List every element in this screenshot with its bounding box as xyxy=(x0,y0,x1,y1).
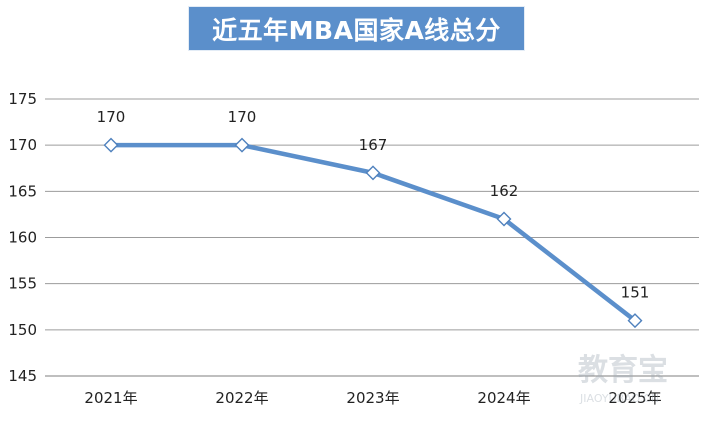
data-point-marker xyxy=(103,137,119,153)
data-label: 170 xyxy=(97,108,126,126)
x-tick-label: 2023年 xyxy=(346,389,399,407)
y-tick-label: 155 xyxy=(8,275,37,293)
y-tick-label: 145 xyxy=(8,367,37,385)
data-label: 162 xyxy=(490,182,519,200)
watermark-text: 教育宝 xyxy=(578,353,668,388)
y-axis-ticks: 145 150 155 160 165 170 175 xyxy=(8,90,37,385)
x-tick-label: 2021年 xyxy=(84,389,137,407)
x-tick-label: 2025年 xyxy=(608,389,661,407)
chart-title-banner: 近五年MBA国家A线总分 xyxy=(189,7,524,50)
y-tick-label: 165 xyxy=(8,182,37,200)
watermark-subtext: JIAOYUBAO.CN xyxy=(579,392,659,405)
y-tick-label: 150 xyxy=(8,321,37,339)
data-point-marker xyxy=(365,165,381,181)
x-tick-label: 2024年 xyxy=(477,389,530,407)
x-axis-ticks: 2021年 2022年 2023年 2024年 2025年 xyxy=(84,389,661,407)
y-tick-label: 175 xyxy=(8,90,37,108)
watermark-logo: 教育宝 JIAOYUBAO.CN xyxy=(578,353,668,405)
data-label: 167 xyxy=(359,136,388,154)
data-markers xyxy=(103,137,643,329)
y-tick-label: 160 xyxy=(8,229,37,247)
data-label: 170 xyxy=(228,108,257,126)
data-point-marker xyxy=(234,137,250,153)
data-label: 151 xyxy=(621,284,650,302)
y-tick-label: 170 xyxy=(8,136,37,154)
data-point-marker xyxy=(496,211,512,227)
data-point-marker xyxy=(627,313,643,329)
chart-title: 近五年MBA国家A线总分 xyxy=(212,15,501,45)
data-labels: 170 170 167 162 151 xyxy=(97,108,650,301)
x-tick-label: 2022年 xyxy=(215,389,268,407)
